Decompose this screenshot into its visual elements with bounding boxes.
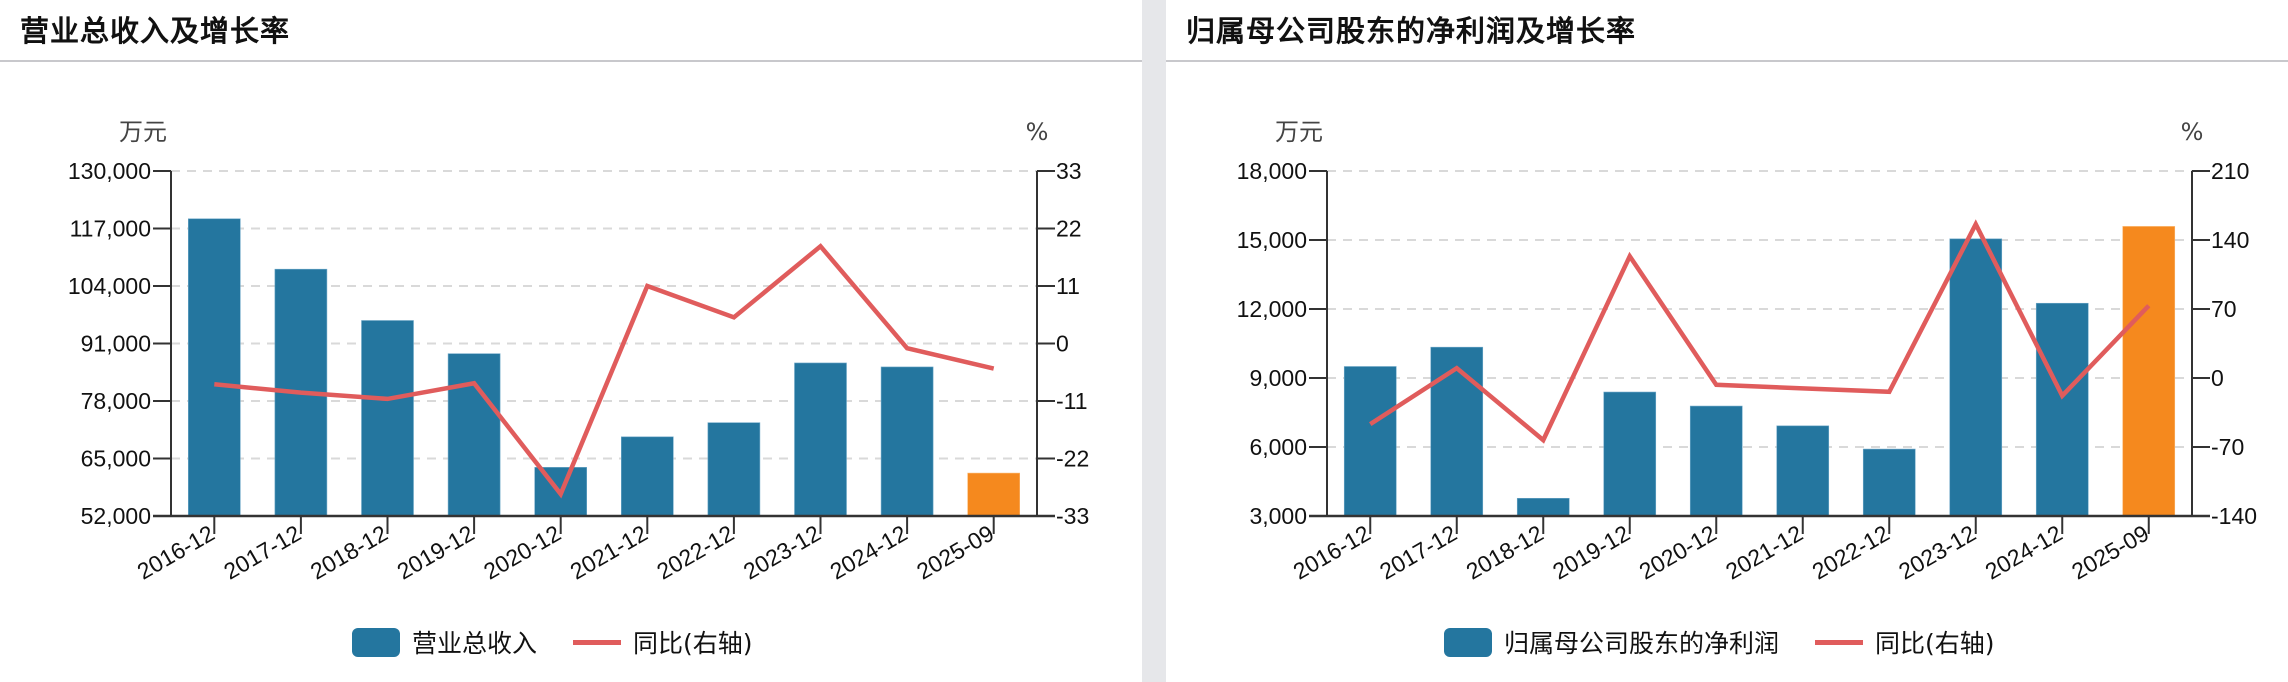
- bar: [1689, 405, 1743, 517]
- right-axis-unit: %: [2181, 118, 2204, 146]
- left-tick-label: 117,000: [70, 216, 151, 242]
- right-tick-label: 70: [2211, 296, 2237, 322]
- x-tick-label: 2018-12: [306, 520, 392, 585]
- x-tick-label: 2023-12: [739, 520, 825, 585]
- left-tick-label: 12,000: [1237, 296, 1307, 322]
- bar: [1343, 366, 1397, 517]
- bar: [447, 353, 501, 517]
- right-tick-label: -11: [1056, 388, 1088, 414]
- x-tick-label: 2021-12: [566, 520, 652, 585]
- net-profit-chart: 万元 % 3,000 6,000 9,000 12,000 15,000 18,000 -140…: [1237, 118, 2257, 585]
- left-axis-unit: 万元: [1275, 118, 1323, 146]
- x-tick-label: 2018-12: [1462, 520, 1548, 585]
- bar: [707, 422, 761, 517]
- bar: [1516, 497, 1570, 517]
- bar: [1949, 238, 2003, 517]
- x-tick-label: 2025-09: [2067, 520, 2153, 585]
- legend-bar-label: 营业总收入: [412, 629, 538, 658]
- revenue-chart: 万元 % 52,000 65,000 78,000 91,000 104,000 117,00…: [68, 118, 1089, 585]
- chart-legend: 归属母公司股东的净利润 同比(右轴): [1444, 624, 1995, 660]
- legend-bar-swatch-icon: [352, 627, 400, 657]
- left-tick-label: 3,000: [1249, 503, 1307, 529]
- bar: [880, 366, 934, 517]
- legend-line-label: 同比(右轴): [1875, 629, 1995, 658]
- bar: [188, 218, 241, 517]
- panel-separator: [1142, 0, 1166, 682]
- x-tick-label: 2021-12: [1721, 520, 1807, 585]
- right-tick-label: -33: [1056, 503, 1089, 529]
- legend-bar-swatch-icon: [1444, 627, 1492, 657]
- x-tick-label: 2025-09: [912, 520, 998, 585]
- growth-line: [1369, 219, 2151, 444]
- right-tick-label: 22: [1056, 216, 1082, 242]
- left-tick-label: 78,000: [81, 388, 151, 414]
- panel-title: 归属母公司股东的净利润及增长率: [1186, 14, 1637, 48]
- right-tick-label: 0: [1056, 331, 1069, 357]
- header-divider: [0, 60, 1142, 62]
- right-tick-label: -70: [2211, 434, 2244, 460]
- legend-line-swatch-icon: [573, 639, 622, 645]
- right-tick-label: 0: [2211, 365, 2224, 391]
- legend-bar-label: 归属母公司股东的净利润: [1504, 629, 1780, 658]
- x-tick-label: 2016-12: [1289, 520, 1375, 585]
- x-tick-label: 2022-12: [1808, 520, 1894, 585]
- x-tick-label: 2016-12: [133, 520, 219, 585]
- bar: [361, 320, 414, 517]
- legend-line-label: 同比(右轴): [633, 629, 753, 658]
- bar: [1430, 346, 1484, 517]
- chart-legend: 营业总收入 同比(右轴): [352, 624, 753, 660]
- right-tick-label: 210: [2211, 158, 2249, 184]
- x-tick-label: 2020-12: [479, 520, 565, 585]
- bar: [2035, 302, 2089, 517]
- x-tick-label: 2023-12: [1894, 520, 1980, 585]
- left-tick-label: 52,000: [81, 503, 151, 529]
- bar: [1862, 448, 1916, 517]
- left-tick-label: 18,000: [1237, 158, 1307, 184]
- x-tick-label: 2019-12: [392, 520, 478, 585]
- left-tick-label: 6,000: [1249, 434, 1307, 460]
- left-tick-label: 91,000: [81, 331, 151, 357]
- x-tick-label: 2024-12: [1981, 520, 2067, 585]
- bar: [2122, 226, 2176, 517]
- right-tick-label: 11: [1056, 273, 1080, 299]
- bar: [1603, 391, 1657, 517]
- growth-line: [214, 243, 995, 499]
- legend-line-swatch-icon: [1815, 639, 1864, 645]
- left-tick-label: 65,000: [81, 446, 151, 472]
- net-profit-chart-panel: 归属母公司股东的净利润及增长率 万元% 3,000 6,000 9,000 12,000…: [1166, 0, 2288, 682]
- left-tick-label: 104,000: [68, 273, 151, 299]
- bar: [1776, 425, 1830, 517]
- x-tick-label: 2022-12: [652, 520, 738, 585]
- left-axis-unit: 万元: [119, 118, 167, 146]
- right-tick-label: -22: [1056, 446, 1089, 472]
- right-tick-label: 140: [2211, 227, 2249, 253]
- header-divider: [1166, 60, 2288, 62]
- right-tick-label: -140: [2211, 503, 2257, 529]
- bar: [967, 472, 1021, 517]
- x-tick-label: 2020-12: [1635, 520, 1721, 585]
- panel-title: 营业总收入及增长率: [20, 14, 291, 48]
- bar: [620, 436, 674, 517]
- bar: [794, 362, 847, 517]
- x-tick-label: 2017-12: [1375, 520, 1461, 585]
- revenue-chart-panel: 营业总收入及增长率 万元% 52,000 65,000 78,000 91,000 104…: [0, 0, 1142, 682]
- x-tick-label: 2017-12: [219, 520, 305, 585]
- left-tick-label: 15,000: [1237, 227, 1307, 253]
- right-axis-unit: %: [1026, 118, 1049, 146]
- left-tick-label: 9,000: [1249, 365, 1307, 391]
- x-tick-label: 2019-12: [1548, 520, 1634, 585]
- left-tick-label: 130,000: [68, 158, 151, 184]
- x-tick-label: 2024-12: [825, 520, 911, 585]
- right-tick-label: 33: [1056, 158, 1082, 184]
